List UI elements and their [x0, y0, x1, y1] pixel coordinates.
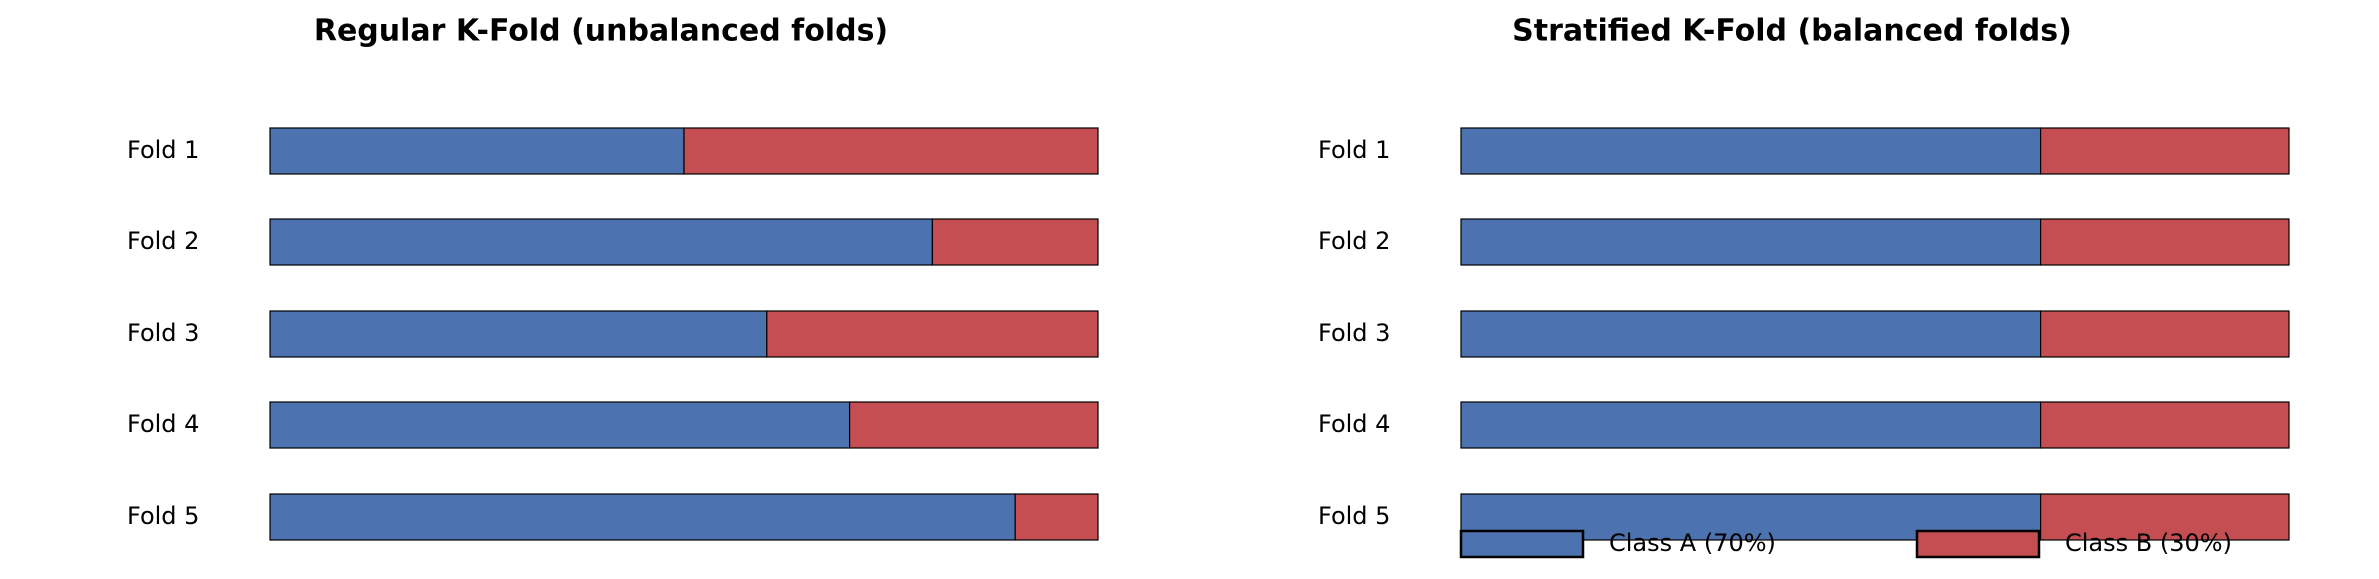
y-tick-label: Fold 4 — [127, 410, 199, 438]
chart-title: Stratified K-Fold (balanced folds) — [1512, 14, 2072, 49]
legend-swatch — [1915, 529, 2041, 559]
bar-segment — [1460, 127, 2042, 175]
bar-segment — [1460, 310, 2042, 358]
y-tick-label: Fold 2 — [127, 227, 199, 255]
bar-segment — [1460, 218, 2042, 266]
bar-segment — [2039, 493, 2290, 541]
bar-segment — [2039, 127, 2290, 175]
bar-segment — [766, 310, 1099, 358]
bar-segment — [1014, 493, 1099, 541]
bar-segment — [848, 401, 1099, 449]
bar-segment — [1460, 401, 2042, 449]
y-tick-label: Fold 3 — [1318, 319, 1390, 347]
y-tick-label: Fold 2 — [1318, 227, 1390, 255]
legend-swatch — [1459, 529, 1585, 559]
y-tick-label: Fold 4 — [1318, 410, 1390, 438]
y-tick-label: Fold 5 — [1318, 502, 1390, 530]
bar-segment — [683, 127, 1099, 175]
y-tick-label: Fold 1 — [1318, 136, 1390, 164]
chart-title: Regular K-Fold (unbalanced folds) — [314, 14, 888, 49]
bar-segment — [2039, 401, 2290, 449]
y-tick-label: Fold 3 — [127, 319, 199, 347]
bar-segment — [269, 493, 1016, 541]
bar-segment — [931, 218, 1099, 266]
bar-segment — [269, 401, 851, 449]
y-tick-label: Fold 1 — [127, 136, 199, 164]
legend-label: Class B (30%) — [2065, 529, 2232, 557]
bar-segment — [269, 127, 685, 175]
bar-segment — [269, 218, 934, 266]
legend-label: Class A (70%) — [1609, 529, 1776, 557]
y-tick-label: Fold 5 — [127, 502, 199, 530]
bar-segment — [2039, 310, 2290, 358]
bar-segment — [2039, 218, 2290, 266]
bar-segment — [269, 310, 768, 358]
